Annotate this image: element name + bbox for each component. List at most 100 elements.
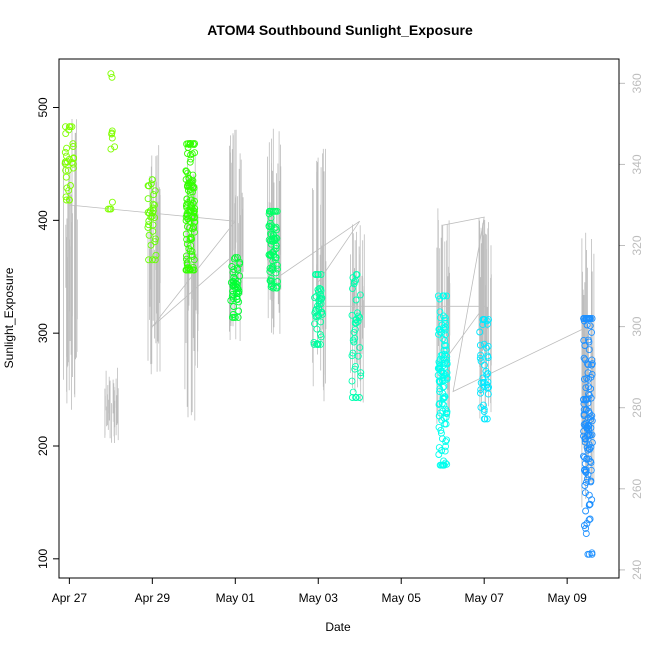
data-point — [188, 235, 195, 243]
data-point — [269, 207, 277, 215]
data-point — [268, 277, 276, 285]
data-point — [582, 530, 590, 538]
data-point — [62, 173, 70, 181]
data-point — [148, 176, 156, 184]
data-point — [481, 378, 488, 386]
data-point — [111, 143, 119, 151]
x-tick-label: May 05 — [382, 591, 422, 605]
data-point — [188, 150, 196, 158]
data-point — [480, 405, 488, 413]
data-point — [586, 322, 594, 330]
data-point — [441, 393, 448, 401]
data-point — [357, 369, 365, 377]
data-point — [586, 515, 594, 523]
data-point — [234, 285, 242, 293]
data-point — [581, 356, 589, 364]
data-point — [583, 406, 590, 414]
data-point — [145, 217, 153, 225]
right-y-tick-label: 300 — [630, 316, 644, 336]
data-point — [151, 187, 159, 195]
data-point — [189, 140, 197, 148]
data-point — [152, 235, 159, 243]
data-point — [480, 316, 488, 324]
x-tick-label: Apr 29 — [135, 591, 171, 605]
data-point — [349, 349, 357, 357]
data-point — [435, 400, 443, 408]
data-point — [267, 274, 275, 282]
data-point — [191, 213, 198, 221]
data-point — [151, 238, 159, 246]
y-axis-label: Sunlight_Exposure — [2, 267, 16, 368]
data-point — [584, 361, 592, 369]
data-point — [186, 140, 194, 148]
data-point — [585, 346, 593, 354]
data-point — [354, 312, 362, 320]
data-point — [230, 273, 238, 281]
data-point — [62, 166, 70, 174]
data-point — [62, 130, 70, 138]
data-point — [352, 271, 360, 278]
right-y-tick-label: 360 — [630, 73, 644, 93]
data-point — [484, 390, 492, 398]
data-point — [183, 235, 191, 243]
data-point — [265, 222, 273, 230]
y-tick-label: 200 — [36, 436, 50, 456]
data-point — [352, 362, 359, 370]
data-point — [484, 370, 492, 378]
data-point — [183, 195, 191, 203]
data-point — [356, 394, 363, 401]
data-point — [108, 73, 116, 81]
data-point — [581, 438, 589, 446]
data-point — [230, 303, 238, 310]
data-point — [439, 389, 447, 397]
data-point — [107, 205, 115, 213]
data-point — [357, 372, 365, 380]
x-tick-label: May 01 — [216, 591, 256, 605]
y-tick-label: 500 — [36, 97, 50, 117]
data-point — [230, 255, 238, 263]
data-point — [441, 447, 449, 455]
data-point — [229, 277, 237, 285]
data-point — [580, 522, 588, 529]
data-point — [440, 377, 448, 385]
data-point — [480, 340, 488, 348]
data-point — [65, 123, 73, 131]
data-point — [582, 384, 590, 392]
data-point — [231, 254, 239, 262]
right-y-tick-label: 280 — [630, 397, 644, 417]
data-point — [227, 297, 235, 304]
data-point — [356, 314, 364, 321]
data-point — [313, 340, 321, 348]
y-tick-label: 300 — [36, 323, 50, 343]
data-point — [312, 313, 320, 321]
data-point — [108, 198, 116, 206]
data-point — [107, 70, 115, 78]
data-point — [580, 396, 587, 404]
data-point — [483, 371, 491, 379]
data-point — [585, 491, 593, 499]
data-point — [588, 328, 596, 336]
data-point — [183, 211, 191, 219]
data-point — [348, 394, 356, 401]
data-point — [581, 342, 589, 349]
x-tick-label: May 03 — [299, 591, 339, 605]
data-point — [588, 315, 596, 322]
data-point — [480, 415, 488, 423]
data-point — [317, 340, 324, 348]
data-point — [314, 286, 322, 294]
data-point — [587, 478, 595, 486]
data-point — [354, 352, 362, 360]
data-point — [441, 314, 449, 322]
data-point — [182, 266, 190, 274]
data-point — [443, 436, 451, 444]
data-point — [354, 318, 362, 326]
data-point — [230, 278, 238, 286]
data-point — [580, 336, 588, 344]
data-point — [274, 278, 281, 285]
data-point — [183, 261, 191, 269]
data-point — [582, 507, 590, 515]
x-tick-label: May 07 — [465, 591, 505, 605]
data-point — [584, 395, 592, 403]
data-point — [314, 311, 322, 319]
